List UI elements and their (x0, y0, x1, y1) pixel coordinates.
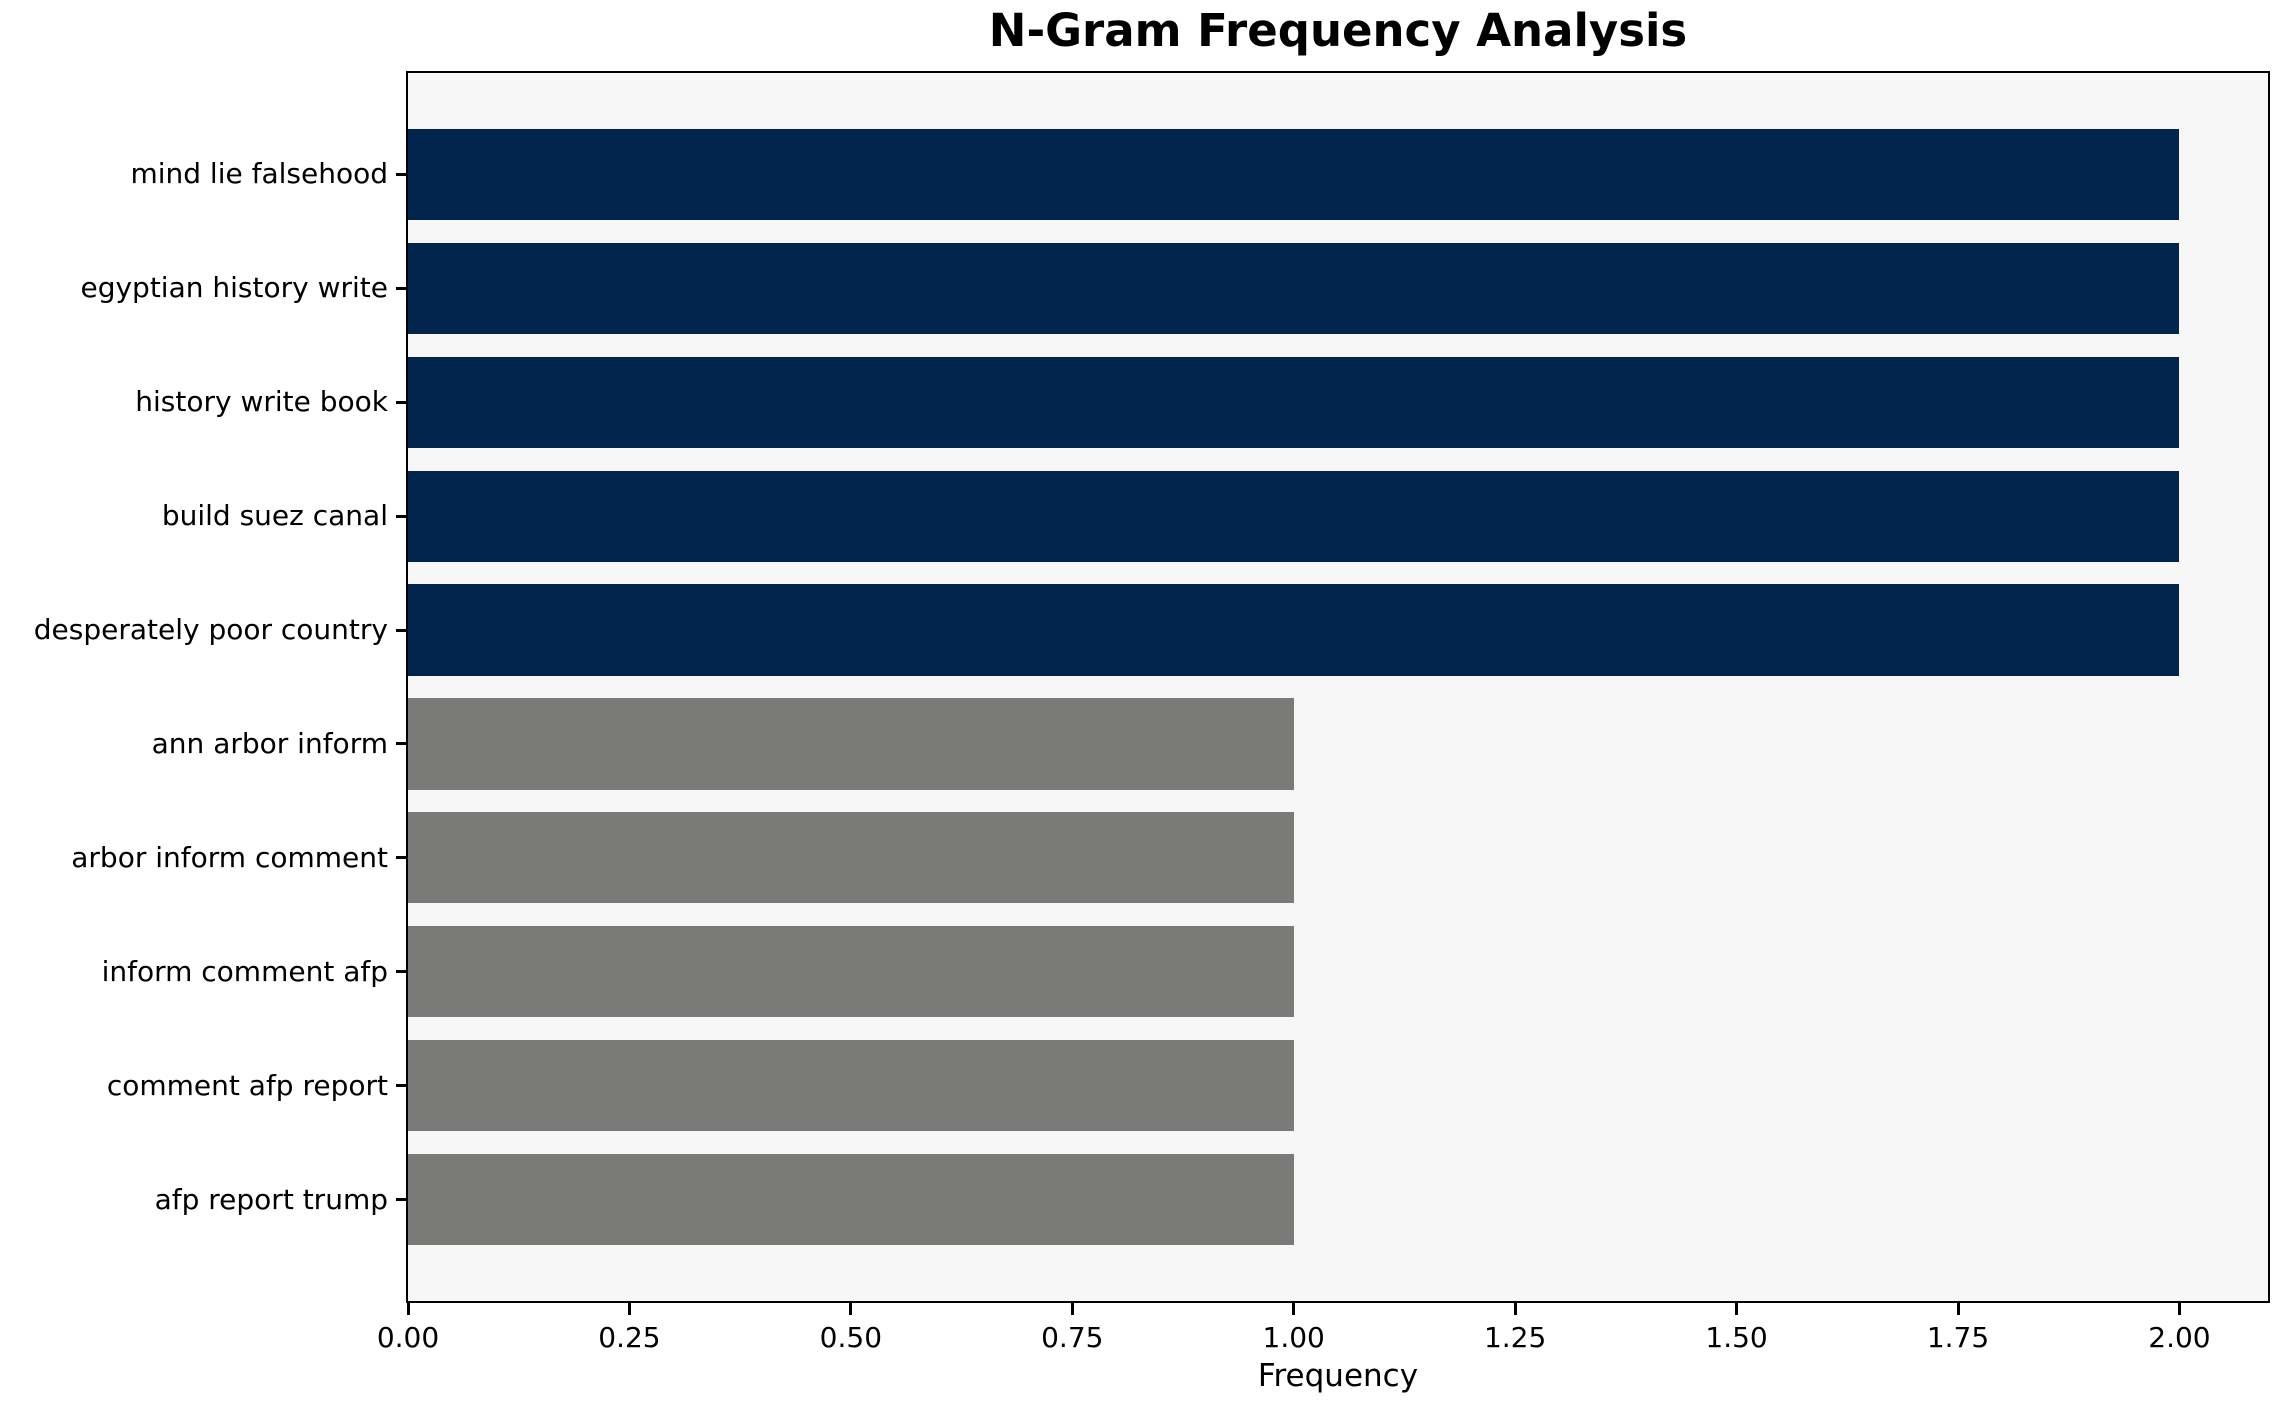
x-tick-label: 1.00 (1262, 1321, 1325, 1354)
x-tick-mark (2177, 1303, 2181, 1315)
x-tick-label: 0.25 (598, 1321, 661, 1354)
y-tick-label: ann arbor inform (151, 726, 388, 760)
x-tick-mark (1513, 1303, 1517, 1315)
y-tick-label: comment afp report (106, 1068, 388, 1102)
bar (408, 584, 2180, 676)
chart-title: N-Gram Frequency Analysis (988, 4, 1688, 57)
bar (408, 128, 2180, 220)
y-tick-mark (396, 286, 406, 290)
y-tick-mark (396, 742, 406, 746)
y-tick-mark (396, 628, 406, 632)
y-tick-label: mind lie falsehood (130, 157, 388, 191)
y-tick-mark (396, 1198, 406, 1202)
x-tick-mark (1070, 1303, 1074, 1315)
bar (408, 926, 1294, 1018)
y-tick-mark (396, 172, 406, 176)
bar (408, 242, 2180, 334)
x-tick-mark (1956, 1303, 1960, 1315)
plot-area (406, 71, 2270, 1303)
x-tick-mark (406, 1303, 410, 1315)
x-tick-label: 1.75 (1926, 1321, 1990, 1354)
y-tick-mark (396, 400, 406, 404)
y-tick-mark (396, 1084, 406, 1088)
x-tick-label: 2.00 (2148, 1321, 2211, 1354)
y-tick-label: inform comment afp (101, 954, 388, 988)
bar (408, 698, 1294, 790)
y-tick-label: arbor inform comment (71, 840, 388, 874)
x-tick-mark (1735, 1303, 1739, 1315)
bar (408, 812, 1294, 904)
y-tick-mark (396, 970, 406, 974)
y-tick-label: afp report trump (154, 1182, 388, 1216)
x-tick-mark (1292, 1303, 1296, 1315)
bar (408, 1040, 1294, 1132)
y-tick-label: history write book (135, 385, 388, 419)
x-tick-mark (849, 1303, 853, 1315)
x-tick-label: 0.75 (1041, 1321, 1104, 1354)
bar (408, 1154, 1294, 1246)
x-tick-label: 1.25 (1483, 1321, 1547, 1354)
y-tick-mark (396, 514, 406, 518)
y-tick-label: egyptian history write (80, 271, 388, 305)
x-tick-label: 0.00 (376, 1321, 440, 1354)
x-tick-label: 1.50 (1705, 1321, 1768, 1354)
y-tick-label: build suez canal (161, 499, 388, 533)
x-tick-mark (627, 1303, 631, 1315)
y-tick-mark (396, 856, 406, 860)
x-tick-label: 0.50 (819, 1321, 883, 1354)
x-axis-label: Frequency (1257, 1358, 1419, 1394)
y-tick-label: desperately poor country (33, 613, 388, 647)
bar (408, 356, 2180, 448)
bar (408, 470, 2180, 562)
